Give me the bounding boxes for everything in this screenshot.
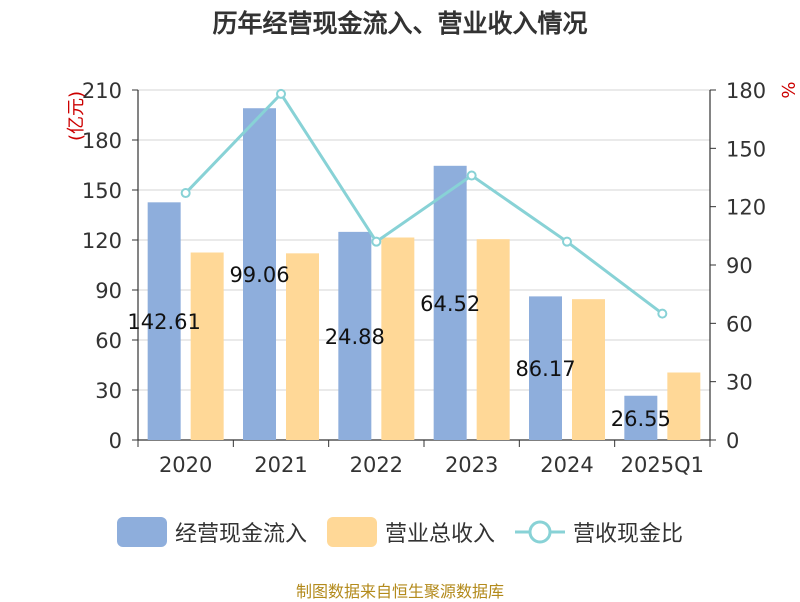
bar-data-label: 99.06 xyxy=(229,263,289,287)
left-tick-label: 0 xyxy=(109,429,122,453)
left-tick-label: 30 xyxy=(95,379,122,403)
x-tick-label: 2022 xyxy=(350,453,403,477)
bar-cash-inflow xyxy=(529,296,562,440)
x-tick-label: 2021 xyxy=(254,453,307,477)
x-tick-label: 2020 xyxy=(159,453,212,477)
bar-revenue xyxy=(572,299,605,440)
ratio-point xyxy=(562,236,572,247)
x-tick-label: 2023 xyxy=(445,453,498,477)
ratio-point xyxy=(276,88,286,99)
ratio-point xyxy=(371,236,382,247)
x-tick-label: 2024 xyxy=(540,453,593,477)
bar-cash-inflow xyxy=(433,165,467,441)
bar-data-label: 64.52 xyxy=(420,292,480,316)
ratio-point xyxy=(180,188,191,199)
right-tick-label: 90 xyxy=(726,254,753,278)
right-tick-label: 150 xyxy=(726,137,766,161)
bar-revenue xyxy=(381,237,415,440)
legend-item-ratio[interactable]: 营收现金比 xyxy=(515,516,683,548)
x-tick-label: 2025Q1 xyxy=(621,453,704,477)
ratio-line xyxy=(184,91,664,315)
bar-cash-inflow xyxy=(147,202,181,440)
bar-revenue xyxy=(476,239,510,440)
legend-swatch-ratio xyxy=(515,520,565,544)
legend-label-ratio: 营收现金比 xyxy=(573,522,684,547)
bar-cash-inflow xyxy=(243,108,276,440)
left-axis-unit-label: (亿元) xyxy=(66,91,87,141)
ratio-point xyxy=(657,308,668,319)
left-tick-label: 120 xyxy=(82,229,122,253)
legend-label-revenue: 营业总收入 xyxy=(384,522,495,547)
left-tick-label: 180 xyxy=(82,129,122,153)
right-axis-unit-label: % xyxy=(777,81,798,98)
right-tick-label: 30 xyxy=(726,371,753,395)
right-tick-label: 0 xyxy=(726,429,739,453)
legend-item-revenue[interactable]: 营业总收入 xyxy=(326,516,495,548)
bar-data-label: 142.61 xyxy=(127,310,200,334)
left-tick-label: 210 xyxy=(82,79,122,103)
left-tick-label: 90 xyxy=(95,279,122,303)
bar-revenue xyxy=(286,253,319,440)
bar-data-label: 24.88 xyxy=(325,325,385,349)
bar-revenue xyxy=(190,252,224,440)
bar-data-label: 26.55 xyxy=(611,407,671,431)
right-tick-label: 60 xyxy=(726,312,753,336)
legend-label-cash-inflow: 经营现金流入 xyxy=(174,522,307,547)
right-tick-label: 120 xyxy=(726,196,766,220)
bar-cash-inflow xyxy=(338,231,372,440)
legend-swatch-revenue xyxy=(326,517,377,547)
bar-data-label: 86.17 xyxy=(515,357,575,381)
ratio-point xyxy=(466,170,477,181)
chart-title: 历年经营现金流入、营业收入情况 xyxy=(212,9,588,38)
bar-revenue xyxy=(667,372,701,440)
left-tick-label: 60 xyxy=(95,329,122,353)
legend-item-cash-inflow[interactable]: 经营现金流入 xyxy=(116,516,307,548)
chart-legend: 经营现金流入 营业总收入 营收现金比 xyxy=(0,516,800,548)
left-tick-label: 150 xyxy=(82,179,122,203)
legend-swatch-cash-inflow xyxy=(116,517,167,547)
source-note: 制图数据来自恒生聚源数据库 xyxy=(295,582,504,601)
right-tick-label: 180 xyxy=(726,79,766,103)
bar-cash-inflow xyxy=(624,395,658,440)
